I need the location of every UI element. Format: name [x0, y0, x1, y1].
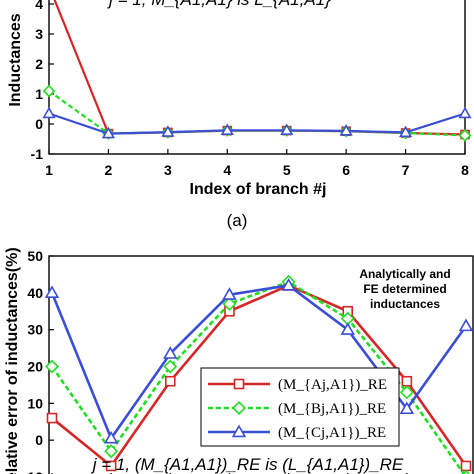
data-point	[340, 322, 355, 335]
data-point	[44, 285, 60, 299]
y-tick-label: 20	[27, 359, 43, 375]
panel-a-x-ticks: 1 2 3 4 5 6 7 8	[45, 149, 469, 178]
y-tick-label: 0	[35, 116, 43, 132]
panel-b-legend: (M_{Aj,A1})_RE (M_{Bj,A1})_RE (M_{Cj,A1})_…	[200, 367, 400, 447]
y-tick-label: 40	[27, 285, 43, 301]
panel-b-annotation: Analytically and FE determined inductanc…	[359, 267, 450, 311]
series-line	[53, 0, 466, 136]
data-point	[101, 126, 116, 139]
data-point	[460, 460, 472, 472]
data-point	[281, 278, 296, 291]
x-tick-label: 5	[283, 162, 291, 178]
data-point	[105, 460, 117, 472]
data-point	[458, 129, 472, 142]
x-tick-label: 1	[45, 162, 53, 178]
data-point	[163, 346, 178, 359]
x-tick-label: 4	[223, 162, 231, 178]
legend-label: (M_{Cj,A1})_RE	[278, 425, 386, 441]
data-point	[339, 124, 353, 136]
legend-item-diamond: (M_{Bj,A1})_RE	[208, 401, 386, 417]
y-tick-label: 30	[27, 322, 43, 338]
x-tick-label: 6	[342, 162, 350, 178]
panel-b-annotation-line-2: FE determined	[363, 282, 446, 296]
data-point	[220, 123, 234, 135]
x-tick-label: 8	[461, 162, 469, 178]
panel-b-bottom-text: j = 1, (M_{A1,A1})_RE is (L_{A1,A1})_RE	[91, 455, 404, 474]
panel-b-annotation-line-3: inductances	[370, 297, 440, 311]
y-tick-label: -1	[31, 146, 44, 162]
data-point	[164, 375, 176, 387]
data-point	[104, 444, 119, 459]
data-point	[42, 84, 56, 98]
data-point	[401, 375, 413, 387]
data-point	[46, 412, 58, 424]
data-point	[280, 123, 294, 135]
data-point	[458, 106, 472, 119]
data-point	[103, 430, 119, 444]
data-point	[399, 385, 414, 400]
legend-item-square: (M_{Aj,A1})_RE	[208, 377, 387, 393]
panel-b-y-axis-label: Relative error of inductances(%)	[4, 247, 21, 474]
y-tick-label: -10	[23, 469, 43, 474]
data-point	[161, 125, 175, 137]
y-tick-label: 10	[27, 395, 43, 411]
panel-a-plot-frame	[48, 0, 466, 155]
data-point	[42, 106, 56, 119]
legend-swatch-marker	[232, 401, 246, 415]
y-tick-label: 1	[35, 86, 43, 102]
data-point	[462, 470, 470, 474]
panel-b-chart: -10 0 10 20 30 40 50 Relative error of inducta…	[4, 247, 474, 474]
data-point	[399, 401, 415, 415]
legend-swatch-marker	[231, 424, 247, 438]
y-tick-label: 2	[35, 56, 43, 72]
y-tick-label: 50	[27, 248, 43, 264]
data-point	[45, 359, 59, 374]
series-line	[48, 112, 466, 135]
panel-a-chart: -1 0 1 2 3 4 1 2 3 4 5 6 7 8 Inductances Index of br…	[7, 0, 472, 230]
legend-label: (M_{Bj,A1})_RE	[278, 401, 386, 417]
data-point	[458, 318, 474, 332]
y-tick-label: 3	[35, 26, 43, 42]
x-tick-label: 7	[402, 162, 410, 178]
data-point	[222, 287, 237, 300]
y-tick-label: 4	[35, 0, 43, 12]
data-point	[163, 359, 178, 374]
y-tick-label: 0	[35, 432, 43, 448]
panel-b-annotation-line-1: Analytically and	[359, 267, 450, 281]
panel-a-annotation: j = 1, M_{A1,A1} is L_{A1,A1}	[107, 0, 331, 9]
panel-a-y-axis-label: Inductances	[7, 13, 24, 106]
panel-b-y-ticks: -10 0 10 20 30 40 50	[23, 248, 54, 474]
panel-a-x-axis-label: Index of branch #j	[190, 181, 327, 198]
series-triangle	[42, 106, 472, 139]
legend-item-triangle: (M_{Cj,A1})_RE	[208, 424, 386, 441]
panel-a-series	[42, 0, 472, 142]
series-square	[53, 0, 470, 140]
x-tick-label: 2	[105, 162, 113, 178]
data-point	[222, 296, 237, 311]
legend-label: (M_{Aj,A1})_RE	[278, 377, 387, 393]
panel-a-y-ticks: -1 0 1 2 3 4	[31, 0, 54, 162]
x-tick-label: 3	[164, 162, 172, 178]
data-point	[398, 125, 413, 138]
panel-a-label: (a)	[227, 211, 248, 230]
legend-swatch-marker	[233, 378, 245, 390]
